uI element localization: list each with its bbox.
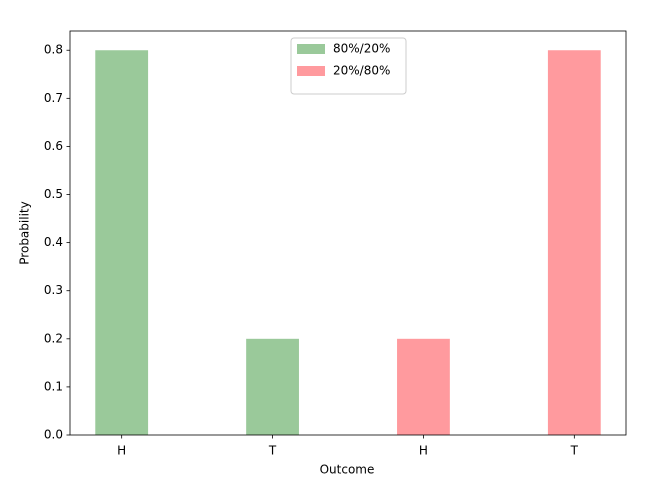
x-tick-label: H — [117, 444, 126, 458]
x-tick-label: T — [570, 444, 579, 458]
x-tick-label: T — [268, 444, 277, 458]
legend-swatch — [297, 44, 325, 54]
y-tick-label: 0.7 — [44, 91, 63, 105]
y-tick-label: 0.3 — [44, 283, 63, 297]
plot-frame — [69, 30, 627, 436]
x-tick-label: H — [419, 444, 428, 458]
y-tick-label: 0.0 — [44, 428, 63, 442]
legend-label: 80%/20% — [333, 42, 390, 56]
y-axis-label: Probability — [18, 201, 32, 264]
y-tick-label: 0.2 — [44, 331, 63, 345]
bar — [397, 338, 450, 435]
bar — [95, 50, 149, 435]
y-tick-label: 0.5 — [44, 187, 63, 201]
y-tick-label: 0.1 — [44, 379, 63, 393]
x-axis-label: Outcome — [320, 463, 375, 477]
bar — [547, 50, 601, 435]
y-tick-label: 0.8 — [44, 43, 63, 57]
y-tick-label: 0.6 — [44, 139, 63, 153]
legend-label: 20%/80% — [333, 64, 390, 78]
bar — [246, 338, 299, 435]
legend-swatch — [297, 66, 325, 76]
y-tick-label: 0.4 — [44, 235, 63, 249]
